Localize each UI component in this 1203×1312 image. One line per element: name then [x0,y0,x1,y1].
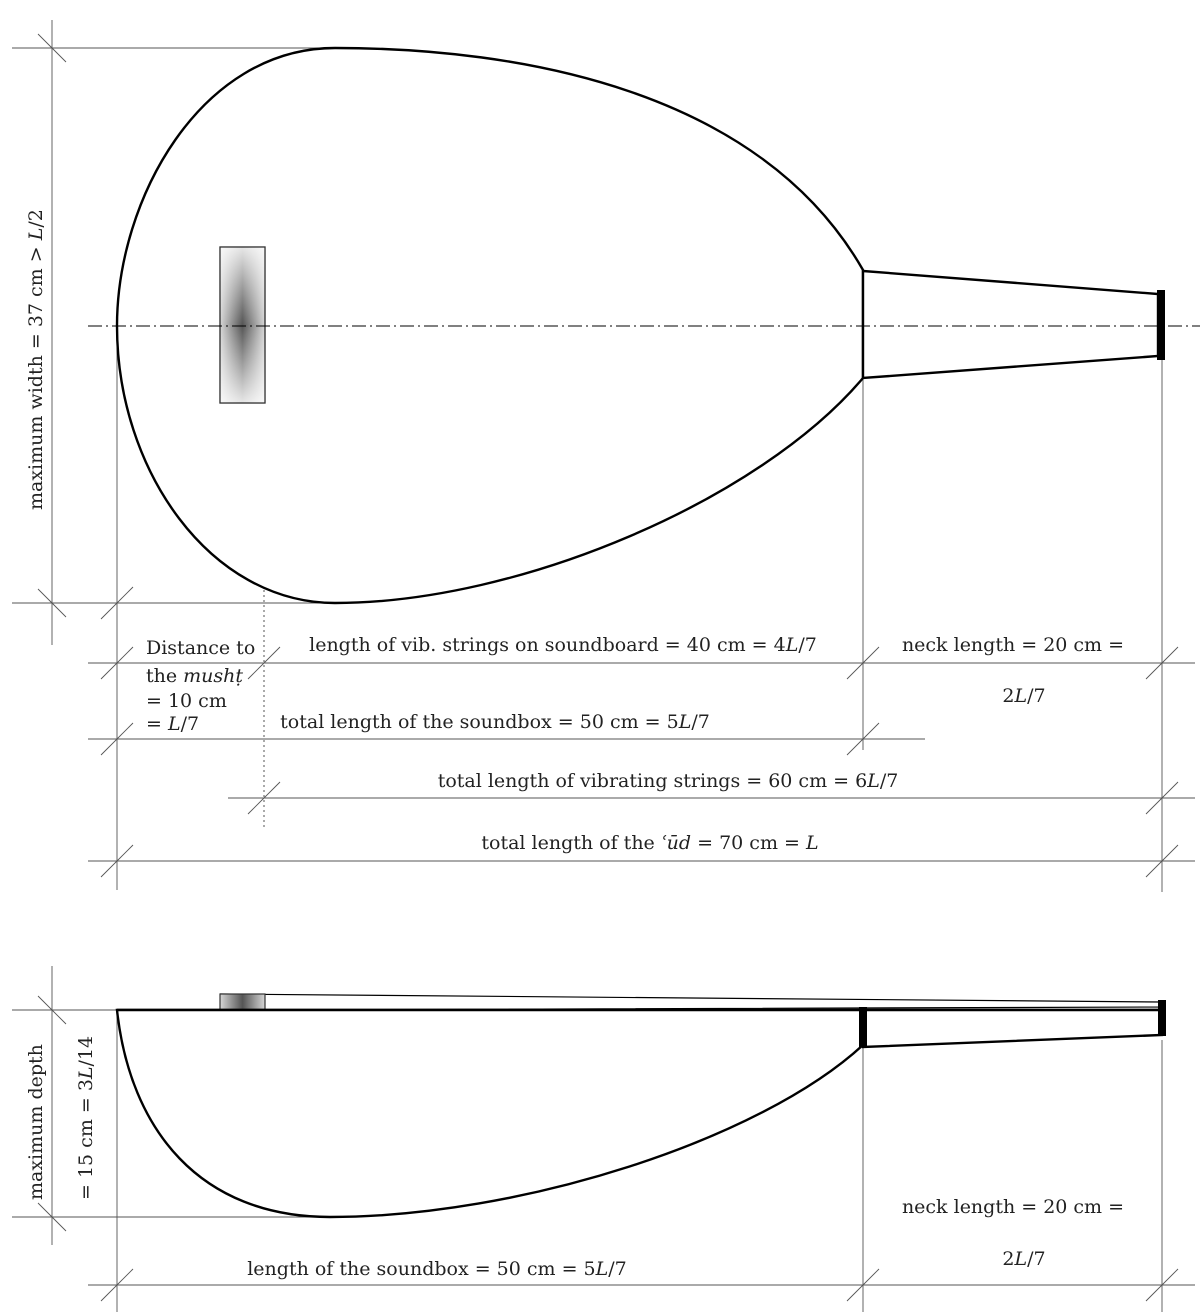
neck-side-outline [861,1008,1164,1049]
vib-total-label: total length of vibrating strings = 60 c… [438,770,899,792]
side-view: maximum depth = 15 cm = 3L/14 neck lengt… [12,966,1195,1312]
strings-side [219,993,1161,1011]
neck-length-side-label: neck length = 20 cm = [902,1196,1124,1218]
mushd-distance-line3: = 10 cm [146,690,227,712]
neck-top-outline [861,269,1160,380]
bridge-side [219,993,266,1011]
max-depth-line2: = 15 cm = 3L/14 [75,1036,97,1200]
neck-length-top-fraction: 2L/7 [1002,685,1045,707]
neck-joint-side [859,1007,867,1047]
soundbox-length-label: length of the soundbox = 50 cm = 5L/7 [247,1258,627,1280]
soundbox-total-label: total length of the soundbox = 50 cm = 5… [280,711,710,733]
mushd-distance-line1: Distance to [146,637,255,659]
mushd-distance-line2: the mushṭ [146,665,243,687]
vib-soundboard-label: length of vib. strings on soundboard = 4… [309,634,817,656]
neck-length-top-label: neck length = 20 cm = [902,634,1124,656]
mushd-distance-line4: = L/7 [146,713,199,735]
neck-length-side-fraction: 2L/7 [1002,1248,1045,1270]
top-view: maximum width = 37 cm > L/2 Distance to … [12,20,1200,892]
nut-top [1157,290,1165,360]
nut-side [1158,1000,1166,1036]
max-width-label: maximum width = 37 cm > L/2 [25,209,47,510]
max-depth-line1: maximum depth [25,1044,47,1200]
ud-total-label: total length of the ʿūd = 70 cm = L [481,832,818,854]
soundbox-side-outline [115,1008,865,1219]
